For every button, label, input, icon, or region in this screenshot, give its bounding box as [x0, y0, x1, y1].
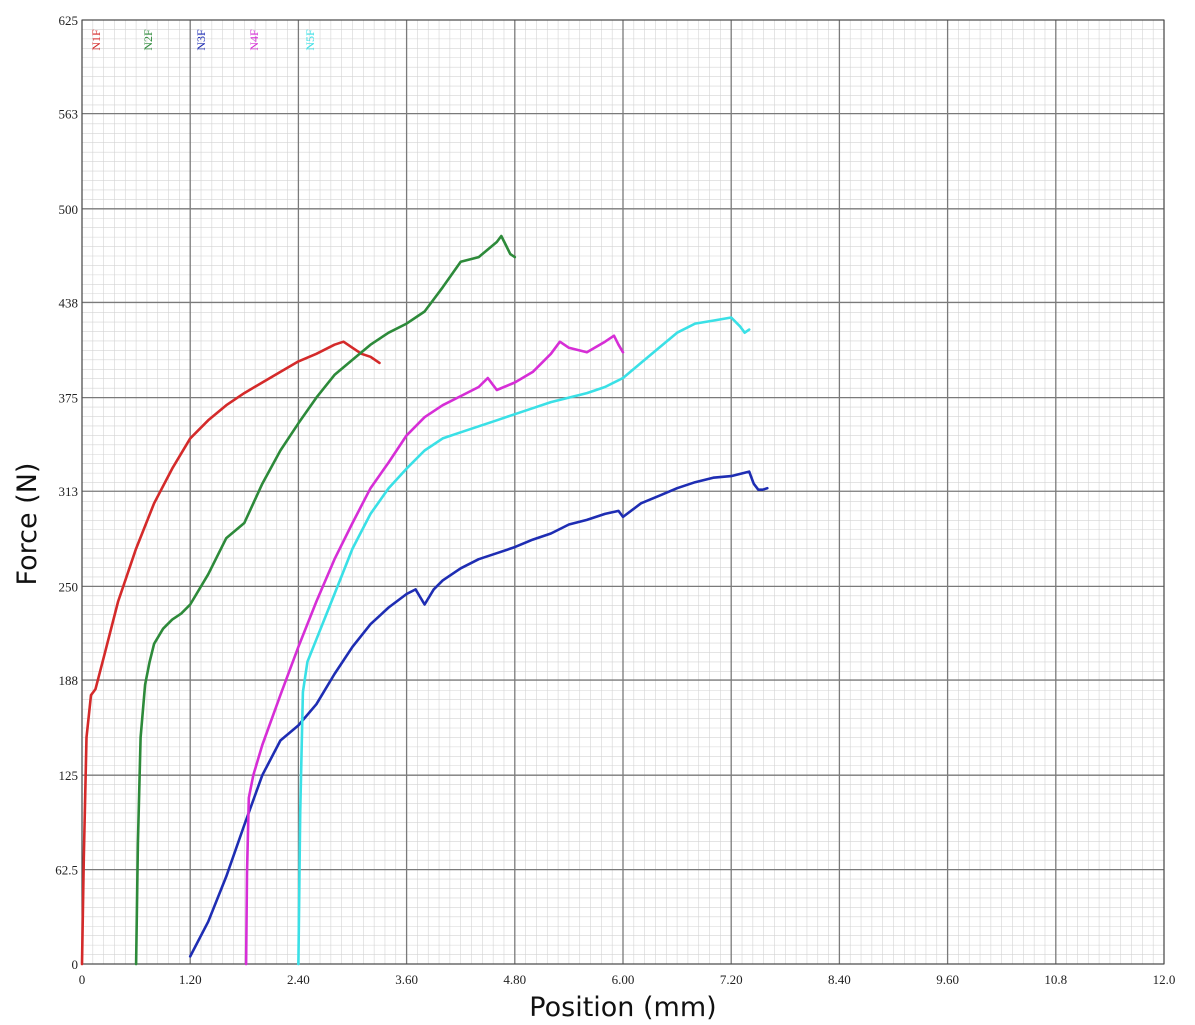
- x-axis-ticks: 0 1.20 2.40 3.60 4.80 6.00 7.20 8.40 9.60 10.8 12.…: [79, 972, 1176, 987]
- y-tick-label: 563: [59, 107, 79, 122]
- x-tick-label: 9.60: [936, 972, 959, 987]
- x-tick-label: 10.8: [1044, 972, 1067, 987]
- y-axis-ticks: 0 62.5 125 188 250 313 375 438 500 563 625: [55, 13, 78, 972]
- legend-item-n3f: N3F: [194, 29, 208, 51]
- x-tick-label: 0: [79, 972, 86, 987]
- x-axis-title: Position (mm): [529, 992, 716, 1023]
- y-tick-label: 625: [59, 13, 79, 28]
- x-tick-label: 6.00: [612, 972, 635, 987]
- legend-item-n2f: N2F: [141, 29, 155, 51]
- x-tick-label: 3.60: [395, 972, 418, 987]
- y-tick-label: 0: [72, 957, 79, 972]
- x-tick-label: 8.40: [828, 972, 851, 987]
- y-tick-label: 250: [59, 579, 79, 594]
- series-line-n5f: [297, 316, 751, 966]
- y-tick-label: 188: [59, 673, 79, 688]
- x-tick-label: 1.20: [179, 972, 202, 987]
- y-tick-label: 313: [59, 484, 79, 499]
- y-axis-title: Force (N): [12, 463, 43, 586]
- series-line-n4f: [244, 334, 625, 966]
- plot-frame: [81, 19, 1165, 965]
- legend-item-n1f: N1F: [89, 29, 103, 51]
- legend: N1F N2F N3F N4F N5F: [89, 29, 317, 51]
- legend-item-n4f: N4F: [247, 29, 261, 51]
- series-layer: [80, 234, 769, 966]
- y-tick-label: 125: [59, 768, 79, 783]
- y-tick-label: 62.5: [55, 863, 78, 878]
- y-tick-label: 500: [59, 202, 79, 217]
- y-tick-label: 375: [59, 391, 79, 406]
- x-tick-label: 7.20: [720, 972, 743, 987]
- x-tick-label: 2.40: [287, 972, 310, 987]
- series-line-n1f: [80, 340, 381, 966]
- series-line-n3f: [188, 470, 769, 958]
- x-tick-label: 12.0: [1153, 972, 1176, 987]
- y-tick-label: 438: [59, 295, 79, 310]
- legend-item-n5f: N5F: [303, 29, 317, 51]
- series-line-n2f: [134, 234, 517, 966]
- x-tick-label: 4.80: [503, 972, 526, 987]
